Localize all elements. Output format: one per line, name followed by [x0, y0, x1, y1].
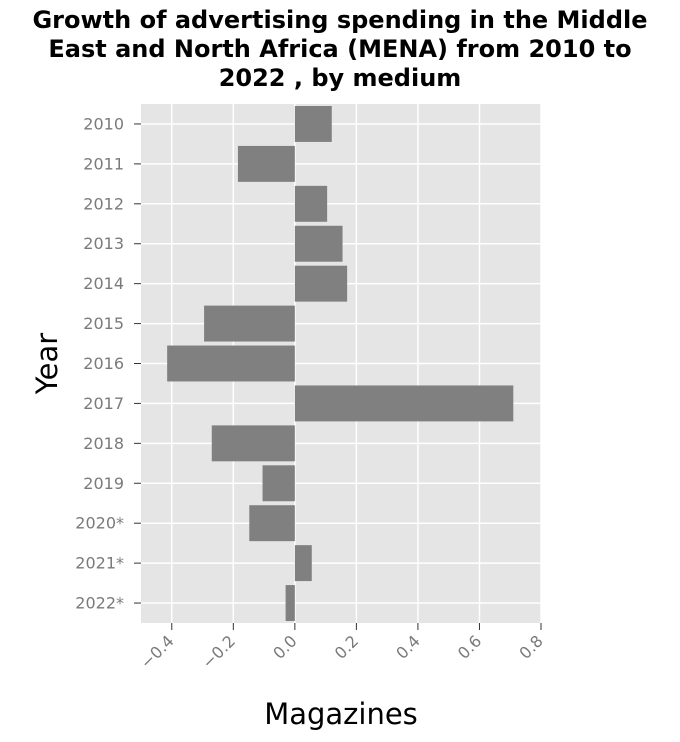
y-axis: 2010 2011 2012 2013 2014 2015 2016 2017 2018 2019… — [75, 114, 141, 613]
bar-2010 — [294, 105, 332, 142]
y-tick-label: 2013 — [83, 234, 124, 253]
y-axis-title: Year — [30, 333, 64, 395]
y-tick-label: 2011 — [83, 154, 124, 173]
x-tick-label: −0.2 — [198, 631, 239, 672]
bar-2022-projected — [285, 585, 295, 622]
x-tick-label: 0.6 — [454, 631, 485, 662]
bar-2016 — [167, 345, 295, 382]
y-tick-label: 2012 — [83, 194, 124, 213]
y-tick-label: 2022* — [75, 594, 124, 613]
chart-title-line-3: 2022 , by medium — [218, 64, 462, 92]
y-tick-label: 2018 — [83, 434, 124, 453]
bar-2018 — [211, 425, 295, 462]
y-tick-label: 2016 — [83, 354, 124, 373]
bar-2020-projected — [249, 505, 295, 542]
chart-title-line-2: East and North Africa (MENA) from 2010 t… — [48, 35, 632, 63]
y-tick-label: 2015 — [83, 314, 124, 333]
y-tick-label: 2020* — [75, 514, 124, 533]
x-tick-label: 0.4 — [392, 631, 423, 662]
x-tick-label: 0.2 — [331, 631, 362, 662]
bar-2017 — [294, 385, 514, 422]
y-tick-label: 2021* — [75, 554, 124, 573]
y-tick-label: 2017 — [83, 394, 124, 413]
bar-2012 — [294, 185, 328, 222]
y-tick-label: 2014 — [83, 274, 124, 293]
x-axis-title: Magazines — [264, 697, 418, 731]
x-tick-label: 0.0 — [269, 631, 300, 662]
bar-2014 — [294, 265, 348, 302]
bar-2021-projected — [294, 545, 312, 582]
bar-2011 — [237, 145, 295, 182]
y-tick-label: 2010 — [83, 114, 124, 133]
chart-title-line-1: Growth of advertising spending in the Mi… — [32, 6, 648, 34]
x-tick-label: 0.8 — [515, 631, 546, 662]
bars — [167, 105, 514, 622]
chart-title: Growth of advertising spending in the Mi… — [0, 6, 680, 93]
x-axis: −0.4 −0.2 0.0 0.2 0.4 0.6 0.8 — [137, 623, 547, 672]
x-tick-label: −0.4 — [137, 631, 178, 672]
bar-2019 — [262, 465, 295, 502]
y-tick-label: 2019 — [83, 474, 124, 493]
bar-2013 — [294, 225, 343, 262]
bar-2015 — [204, 305, 295, 342]
